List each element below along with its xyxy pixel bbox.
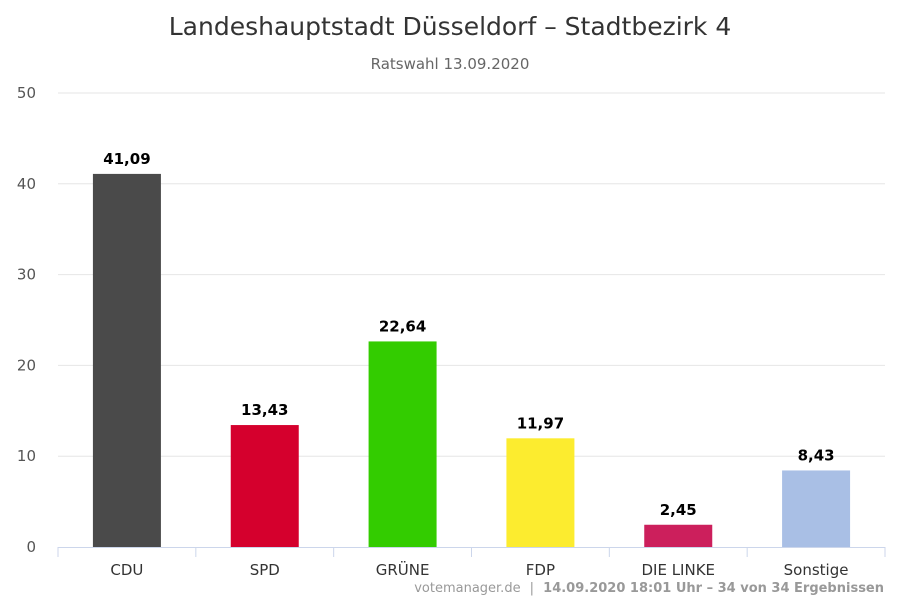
y-tick-label: 10 — [17, 447, 36, 465]
x-tick-label: DIE LINKE — [641, 561, 715, 579]
x-axis: CDU SPD GRÜNE FDP DIE LINKE Sonstige — [57, 547, 886, 579]
x-tick-label: CDU — [110, 561, 143, 579]
y-axis: 0 10 20 30 40 50 — [17, 84, 36, 556]
x-tick-label: FDP — [526, 561, 555, 579]
bar[interactable] — [230, 425, 299, 547]
y-tick-label: 0 — [26, 538, 36, 556]
credit-timestamp: 14.09.2020 18:01 Uhr – 34 von 34 Ergebni… — [543, 581, 884, 596]
bar[interactable] — [92, 173, 161, 547]
x-tick-label: SPD — [250, 561, 280, 579]
y-tick-label: 40 — [17, 175, 36, 193]
data-label: 13,43 — [241, 401, 288, 419]
grid-lines — [58, 92, 885, 457]
data-label: 22,64 — [379, 317, 426, 335]
chart-subtitle: Ratswahl 13.09.2020 — [371, 55, 530, 73]
bar[interactable] — [644, 524, 713, 547]
y-tick-label: 50 — [17, 84, 36, 102]
credits: votemanager.de | 14.09.2020 18:01 Uhr – … — [414, 577, 884, 596]
data-label: 11,97 — [517, 414, 564, 432]
svg-text:votemanager.de | 1: votemanager.de | 14.09.2020 18:01 Uhr – … — [414, 577, 884, 596]
bar[interactable] — [368, 341, 437, 547]
y-tick-label: 20 — [17, 356, 36, 374]
data-label: 2,45 — [660, 501, 697, 519]
credit-separator: | — [530, 581, 534, 596]
credit-source[interactable]: votemanager.de — [414, 581, 520, 596]
bar[interactable] — [506, 438, 575, 547]
chart-title: Landeshauptstadt Düsseldorf – Stadtbezir… — [169, 12, 732, 41]
y-tick-label: 30 — [17, 266, 36, 284]
data-label: 41,09 — [103, 150, 150, 168]
data-label: 8,43 — [798, 446, 835, 464]
bars: 41,09 13,43 22,64 11,97 2,45 8,43 — [92, 150, 851, 547]
x-tick-label: Sonstige — [784, 561, 849, 579]
x-tick-label: GRÜNE — [376, 560, 430, 579]
bar[interactable] — [782, 470, 851, 547]
